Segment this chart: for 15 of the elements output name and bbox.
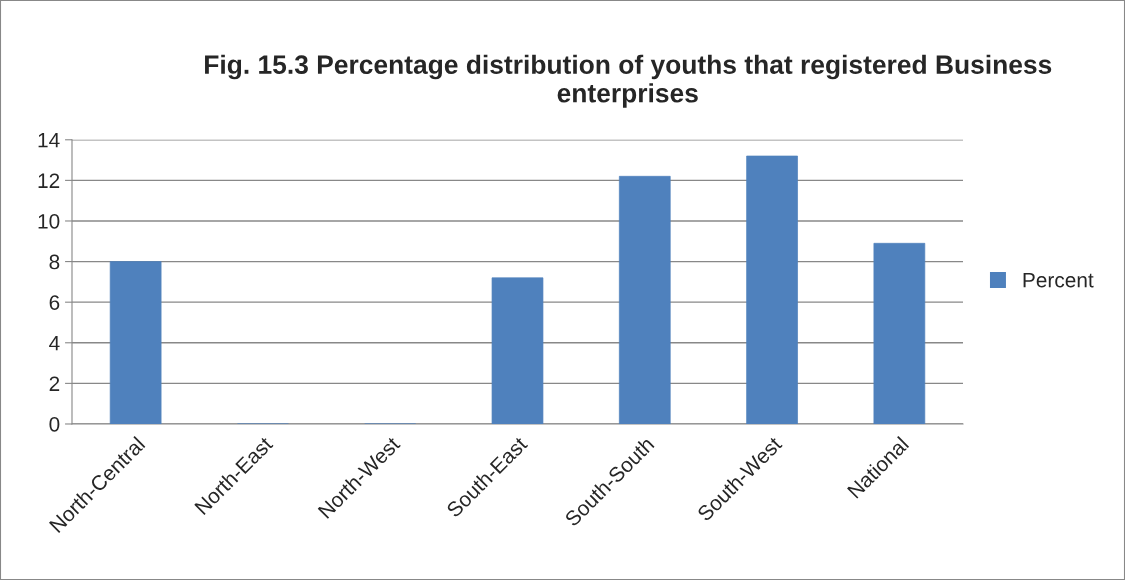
- y-tick-label: 8: [49, 254, 60, 270]
- bar: [491, 277, 544, 424]
- y-tick-label: 10: [38, 213, 60, 229]
- y-tick-label: 0: [49, 416, 60, 432]
- bar: [109, 261, 162, 424]
- y-tick-label: 2: [49, 376, 60, 391]
- legend-label: Percent: [1023, 272, 1094, 288]
- y-tick-label: 14: [38, 133, 60, 148]
- y-tick-label: 6: [49, 295, 60, 310]
- chart-title: Fig. 15.3 Percentage distribution of youths that registered Business enterprises: [205, 54, 1052, 108]
- y-tick-label: 4: [49, 336, 60, 351]
- bar: [618, 175, 671, 424]
- y-tick-label: 12: [38, 173, 60, 188]
- bar: [746, 155, 798, 424]
- bar: [873, 242, 926, 424]
